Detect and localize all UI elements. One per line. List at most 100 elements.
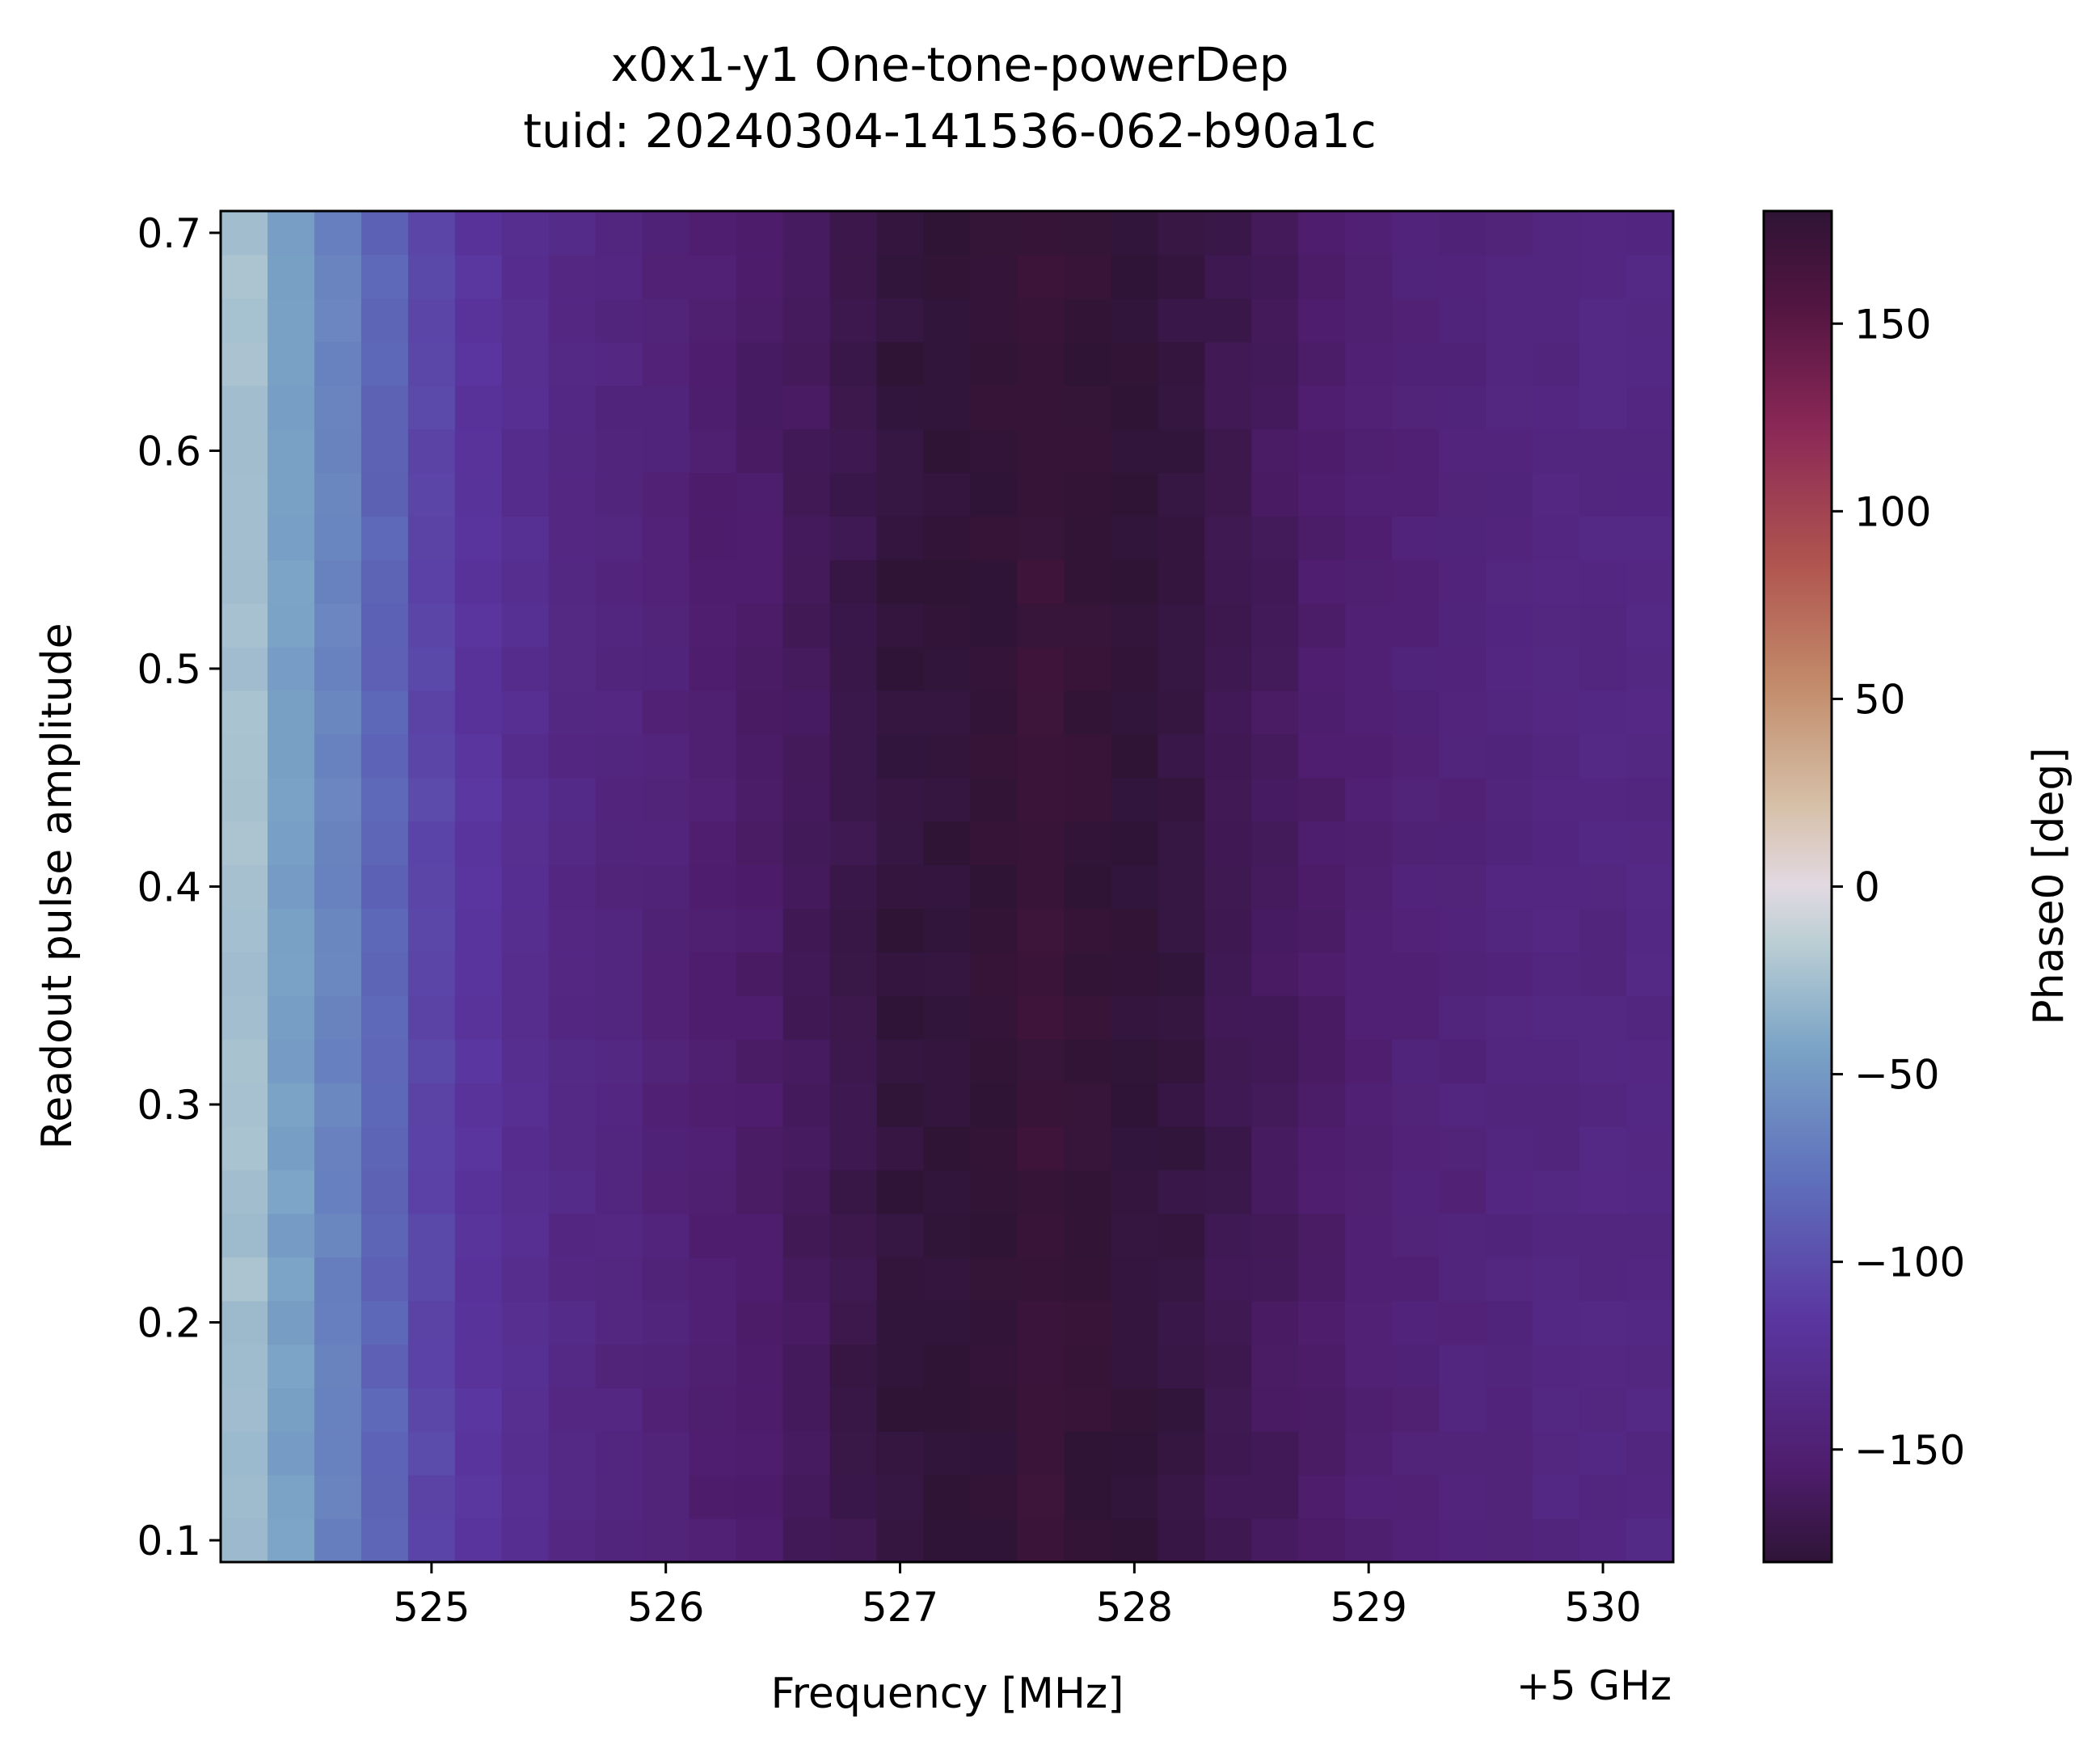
heatmap-cell (876, 254, 925, 299)
heatmap-cell (407, 341, 456, 386)
heatmap-cell (267, 864, 315, 910)
heatmap-cell (736, 1083, 784, 1127)
heatmap-cell (1158, 1256, 1205, 1302)
heatmap-cell (1017, 1300, 1065, 1345)
heatmap-cell (501, 1169, 550, 1214)
heatmap-cell (221, 341, 268, 386)
heatmap-cell (1345, 298, 1393, 343)
heatmap-cell (548, 952, 597, 996)
heatmap-cell (1579, 429, 1627, 474)
heatmap-cell (501, 1344, 550, 1388)
heatmap-cell (1486, 1039, 1533, 1083)
heatmap-cell (1486, 1518, 1533, 1563)
heatmap-cell (736, 1125, 784, 1171)
heatmap-cell (314, 777, 362, 822)
heatmap-cell (595, 1475, 643, 1519)
heatmap-cell (1626, 1518, 1674, 1563)
heatmap-cell (1251, 1213, 1299, 1258)
heatmap-cell (829, 1387, 878, 1432)
heatmap-cell (1204, 995, 1252, 1040)
heatmap-cell (314, 385, 362, 430)
heatmap-cell (829, 472, 878, 517)
heatmap-cell (361, 1039, 409, 1083)
heatmap-cell (1064, 1300, 1111, 1345)
heatmap-cell (736, 1169, 784, 1214)
heatmap-cell (1204, 777, 1252, 822)
heatmap-cell (1158, 1300, 1205, 1345)
heatmap-cell (689, 298, 737, 343)
heatmap-cell (1204, 821, 1252, 866)
heatmap-cell (736, 211, 784, 255)
heatmap-cell (501, 560, 550, 604)
heatmap-cell (1439, 1344, 1486, 1388)
heatmap-cell (1017, 777, 1065, 822)
heatmap-cell (1439, 1475, 1486, 1519)
heatmap-cell (548, 1125, 597, 1171)
heatmap-cell (1158, 821, 1205, 866)
heatmap-cell (595, 995, 643, 1040)
heatmap-cell (1017, 341, 1065, 386)
heatmap-cell (970, 298, 1018, 343)
heatmap-cell (1158, 298, 1205, 343)
heatmap-cell (1579, 1431, 1627, 1476)
heatmap-cell (548, 1213, 597, 1258)
heatmap-cell (501, 647, 550, 691)
heatmap-cell (1251, 995, 1299, 1040)
heatmap-cell (548, 1169, 597, 1214)
heatmap-cell (970, 1431, 1018, 1476)
heatmap-cell (1439, 603, 1486, 648)
heatmap-cell (923, 1083, 972, 1127)
heatmap-cell (923, 1431, 972, 1476)
heatmap-cell (595, 647, 643, 691)
heatmap-cell (970, 560, 1018, 604)
heatmap-cell (267, 690, 315, 735)
heatmap-cell (595, 777, 643, 822)
heatmap-cell (267, 777, 315, 822)
heatmap-cell (1251, 472, 1299, 517)
heatmap-cell (876, 1083, 925, 1127)
heatmap-cell (595, 1125, 643, 1171)
heatmap-cell (1533, 298, 1580, 343)
heatmap-cell (1345, 603, 1393, 648)
heatmap-cell (1486, 560, 1533, 604)
heatmap-cell (1298, 1431, 1346, 1476)
heatmap-cell (876, 1475, 925, 1519)
heatmap-cell (642, 647, 690, 691)
heatmap-cell (1439, 908, 1486, 952)
heatmap-cell (1204, 298, 1252, 343)
heatmap-cell (1392, 1300, 1440, 1345)
heatmap-cell (1158, 952, 1205, 996)
heatmap-cell (970, 733, 1018, 779)
heatmap-cell (970, 603, 1018, 648)
heatmap-cell (361, 516, 409, 560)
heatmap-cell (1345, 1518, 1393, 1563)
heatmap-cell (454, 1083, 503, 1127)
heatmap-cell (829, 995, 878, 1040)
heatmap-cell (407, 1125, 456, 1171)
heatmap-cell (1439, 1300, 1486, 1345)
heatmap-cell (267, 472, 315, 517)
heatmap-cell (1064, 429, 1111, 474)
heatmap-cell (782, 254, 831, 299)
heatmap-cell (1064, 1169, 1111, 1214)
heatmap-cell (1251, 821, 1299, 866)
heatmap-cell (1579, 864, 1627, 910)
heatmap-cell (1486, 1300, 1533, 1345)
heatmap-cell (1204, 690, 1252, 735)
heatmap-cell (1017, 1083, 1065, 1127)
heatmap-cell (1533, 1475, 1580, 1519)
heatmap-cell (361, 298, 409, 343)
heatmap-cell (876, 1169, 925, 1214)
heatmap-cell (221, 995, 268, 1040)
heatmap-cell (595, 603, 643, 648)
heatmap-cell (221, 254, 268, 299)
heatmap-cell (407, 952, 456, 996)
heatmap-cell (642, 560, 690, 604)
heatmap-cell (1251, 1256, 1299, 1302)
heatmap-cell (829, 952, 878, 996)
heatmap-cell (1251, 560, 1299, 604)
colorbar-tick-label: −150 (1854, 1427, 1965, 1474)
heatmap-cell (1111, 1083, 1158, 1127)
heatmap-cell (1064, 733, 1111, 779)
heatmap-cell (923, 777, 972, 822)
